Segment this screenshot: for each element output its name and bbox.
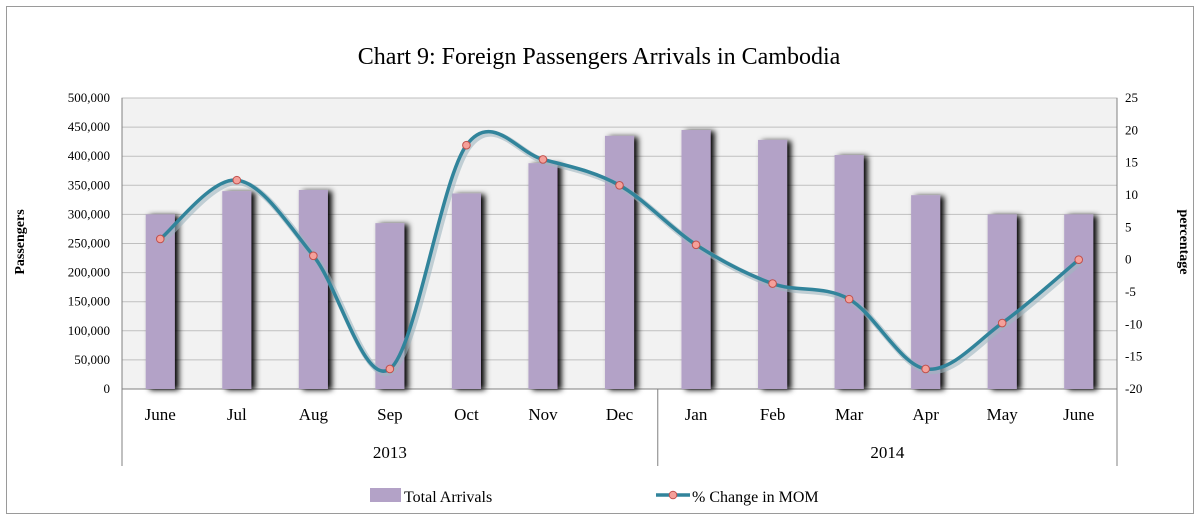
- right-tick-label: 0: [1125, 252, 1132, 267]
- bar: [987, 214, 1017, 389]
- line-marker: [385, 364, 395, 374]
- left-tick-label: 500,000: [68, 90, 110, 105]
- right-tick-label: 25: [1125, 90, 1138, 105]
- left-tick-label: 400,000: [68, 148, 110, 163]
- legend-label-line: % Change in MOM: [692, 489, 819, 506]
- category-label: June: [1063, 405, 1094, 424]
- left-tick-label: 50,000: [74, 352, 110, 367]
- legend-swatch-marker: [668, 490, 678, 500]
- left-tick-label: 250,000: [68, 236, 110, 251]
- right-tick-label: -20: [1125, 381, 1142, 396]
- legend-label-bars: Total Arrivals: [404, 489, 492, 506]
- category-label: May: [987, 405, 1019, 424]
- line-marker: [462, 140, 471, 150]
- bar: [222, 191, 252, 389]
- bar: [604, 135, 635, 389]
- right-tick-label: 15: [1125, 155, 1138, 170]
- line-marker: [155, 234, 165, 244]
- bar: [298, 189, 328, 389]
- right-tick-label: 20: [1125, 122, 1138, 137]
- category-label: Jan: [685, 405, 708, 424]
- line-marker: [1074, 255, 1084, 264]
- line-marker: [997, 318, 1007, 328]
- bar: [758, 139, 788, 389]
- bar: [145, 214, 175, 389]
- category-label: Dec: [606, 405, 634, 424]
- bar: [1064, 214, 1094, 389]
- left-tick-label: 100,000: [68, 323, 110, 338]
- category-label: Nov: [528, 405, 558, 424]
- line-marker: [309, 251, 318, 261]
- left-tick-label: 300,000: [68, 206, 110, 221]
- line-marker: [538, 155, 548, 164]
- right-tick-label: 10: [1125, 187, 1138, 202]
- right-tick-label: -15: [1125, 349, 1142, 364]
- category-label: Apr: [912, 405, 939, 424]
- line-marker: [691, 240, 701, 250]
- category-label: Aug: [299, 405, 329, 424]
- right-axis-label: percentage: [1176, 209, 1191, 274]
- category-label: June: [145, 405, 176, 424]
- line-marker: [921, 364, 930, 374]
- category-label: Sep: [377, 405, 403, 424]
- category-label: Jul: [227, 405, 247, 424]
- line-marker: [768, 279, 777, 288]
- left-axis-label: Passengers: [13, 209, 28, 275]
- line-marker: [615, 181, 624, 190]
- left-tick-label: 0: [104, 381, 111, 396]
- bar: [528, 163, 558, 389]
- bar: [451, 193, 481, 389]
- bar: [681, 130, 711, 389]
- left-tick-label: 350,000: [68, 177, 110, 192]
- bar: [834, 155, 864, 389]
- category-label: Feb: [760, 405, 786, 424]
- legend-swatch-bars: [370, 488, 401, 502]
- right-tick-label: -10: [1125, 316, 1142, 331]
- right-tick-label: 5: [1125, 219, 1132, 234]
- chart-title: Chart 9: Foreign Passengers Arrivals in …: [358, 44, 841, 70]
- left-tick-label: 150,000: [68, 294, 110, 309]
- category-label: Oct: [454, 405, 479, 424]
- left-tick-label: 450,000: [68, 119, 110, 134]
- category-label: Mar: [835, 405, 864, 424]
- left-tick-label: 200,000: [68, 265, 110, 280]
- legend: Total Arrivals % Change in MOM: [370, 488, 819, 506]
- group-label: 2013: [373, 443, 407, 462]
- bar: [911, 195, 941, 389]
- right-tick-label: -5: [1125, 284, 1136, 299]
- plot-area: 0 50,000 100,000 150,000 200,000 250,000 300,0…: [68, 90, 1142, 466]
- group-label: 2014: [870, 443, 905, 462]
- line-marker: [232, 175, 242, 185]
- line-marker: [844, 294, 854, 304]
